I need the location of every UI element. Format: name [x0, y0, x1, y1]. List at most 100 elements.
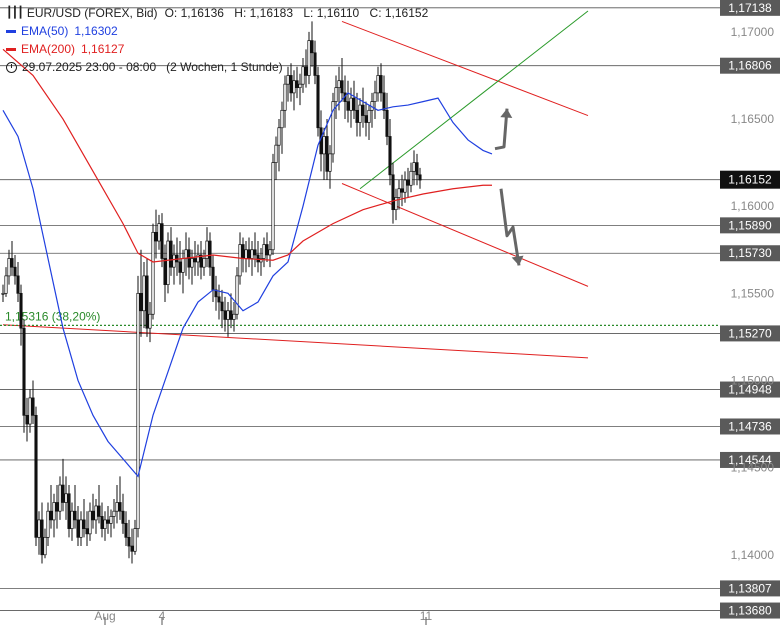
fib-label: 1,15316 (38,20%) — [5, 309, 100, 323]
candle — [265, 232, 269, 262]
candle — [181, 249, 185, 294]
candle — [130, 528, 134, 564]
candle-body-up — [184, 249, 188, 259]
candle — [16, 261, 20, 303]
period-range: 29.07.2025 23:00 - 08:00 — [22, 60, 157, 74]
candle-body-down — [289, 75, 293, 94]
candle — [253, 232, 257, 268]
candle-body-up — [58, 484, 62, 512]
y-tick-label: 1,16000 — [731, 199, 775, 213]
candle-body-down — [229, 310, 233, 320]
candle — [73, 485, 77, 529]
candle — [388, 119, 392, 186]
candle-body-down — [391, 174, 395, 211]
candle-body-up — [268, 249, 272, 256]
candle-body-down — [49, 510, 53, 521]
candle — [364, 101, 368, 137]
candle-body-down — [82, 519, 86, 529]
candle-body-up — [367, 109, 371, 123]
candle — [271, 153, 275, 255]
candle-body-up — [376, 75, 380, 94]
candle-body-down — [241, 244, 245, 259]
level-label-box — [720, 381, 780, 398]
candle — [169, 227, 173, 276]
candle-body-up — [157, 223, 161, 242]
level-label: 1,13680 — [728, 604, 772, 618]
price-axis: 1,17138 1,16806 1,15890 1,15730 1,15270 1,149… — [720, 0, 780, 619]
candle — [325, 119, 329, 181]
level-label-box — [720, 217, 780, 234]
candle-body-down — [130, 545, 134, 552]
candle — [94, 498, 98, 534]
candle-body-down — [163, 258, 167, 285]
candle — [184, 232, 188, 276]
level-label: 1,14736 — [728, 419, 772, 433]
ema200-name: EMA(200) — [21, 42, 76, 56]
candle — [403, 171, 407, 203]
candle — [160, 213, 164, 268]
ema200-swatch — [6, 47, 16, 51]
candle-body-up — [280, 109, 284, 129]
candle-body-up — [274, 144, 278, 163]
candle — [157, 214, 161, 250]
candle-body-up — [286, 75, 290, 85]
level-label: 1,14544 — [728, 453, 772, 467]
period-span: (2 Wochen, 1 Stunde) — [166, 60, 283, 74]
candle — [256, 241, 260, 273]
candle-body-up — [112, 510, 116, 517]
candlestick-icon: ┃┃┃ — [6, 6, 24, 19]
candle — [220, 289, 224, 329]
candle — [259, 248, 263, 276]
candle — [202, 249, 206, 276]
candle — [118, 476, 122, 520]
candle-body-up — [277, 127, 281, 146]
candle-body-down — [385, 109, 389, 137]
candle-body-up — [43, 536, 47, 556]
candle-body-up — [115, 502, 119, 512]
candle-body-up — [103, 519, 107, 529]
x-tick-label: 4 — [159, 609, 166, 623]
ohlc-high: H: 1,16183 — [234, 6, 294, 20]
candle-body-down — [85, 528, 89, 535]
candle-body-down — [223, 310, 227, 320]
level-label-box — [720, 451, 780, 468]
candle — [25, 397, 29, 442]
candle-body-up — [337, 80, 341, 89]
legend-ema200-row: EMA(200) 1,16127 — [6, 40, 428, 58]
candle-body-up — [166, 240, 170, 285]
candle-body-up — [394, 197, 398, 211]
candle — [373, 80, 377, 120]
candle-body-down — [67, 493, 71, 529]
candle — [115, 485, 119, 524]
y-tick-label: 1,15500 — [731, 286, 775, 300]
candle — [262, 237, 266, 268]
candle — [355, 92, 359, 137]
candle — [127, 519, 131, 559]
arrow-head — [511, 255, 524, 266]
candle — [361, 87, 365, 128]
candle-body-down — [139, 292, 143, 312]
candle-body-down — [379, 75, 383, 94]
candle-body-up — [109, 516, 113, 524]
candle — [316, 66, 320, 137]
candle — [61, 458, 65, 512]
candle — [31, 380, 35, 425]
level-label: 1,14948 — [728, 383, 772, 397]
candle — [247, 237, 251, 268]
candle-body-up — [172, 254, 176, 268]
y-tick-label: 1,14000 — [731, 548, 775, 562]
ema50-swatch — [6, 29, 16, 33]
ohlc-close: C: 1,16152 — [369, 6, 429, 20]
candle-body-up — [322, 136, 326, 155]
trendline — [341, 183, 589, 287]
candle-body-down — [211, 266, 215, 291]
candle-body-down — [25, 414, 29, 425]
candle — [214, 275, 218, 311]
candle — [367, 105, 371, 140]
candle-body-up — [37, 519, 41, 538]
candle-body-up — [64, 493, 68, 503]
candle-body-down — [340, 80, 344, 94]
candle-body-down — [76, 519, 80, 538]
candle — [85, 511, 89, 547]
